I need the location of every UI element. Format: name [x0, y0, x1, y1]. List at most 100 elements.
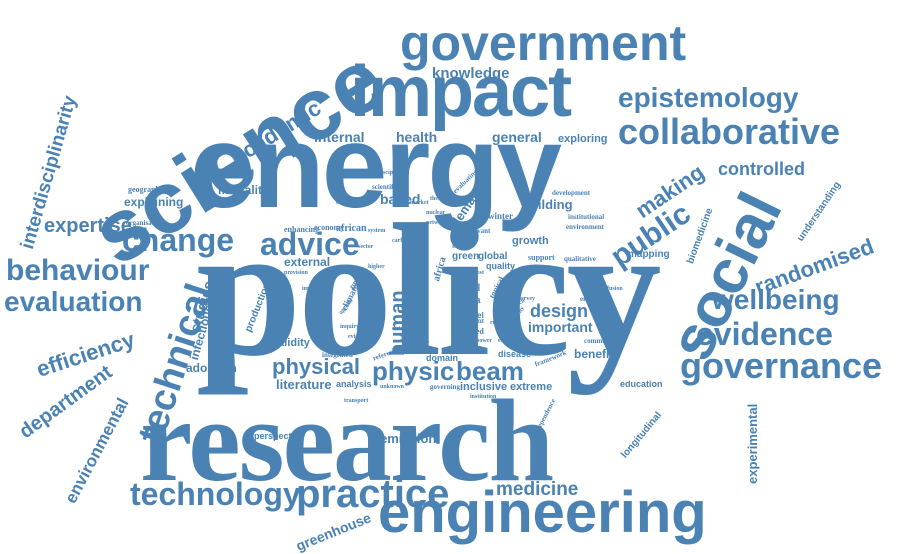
- word-environmental: environmental: [61, 394, 133, 507]
- word-policy: policy: [196, 186, 662, 396]
- word-disease: disease: [498, 349, 532, 359]
- word-relevant: relevant: [466, 227, 491, 235]
- word-outcome: outcome: [392, 326, 414, 332]
- word-building: building: [522, 197, 573, 212]
- word-energy: energy: [190, 101, 562, 233]
- word-theory: theory: [430, 196, 447, 202]
- word-controlled: controlled: [718, 159, 806, 179]
- word-explaining: explaining: [124, 195, 184, 209]
- word-organisation: organisation: [126, 219, 164, 227]
- word-collaborative: collaborative: [618, 111, 841, 152]
- word-geographical: geographical: [128, 185, 172, 194]
- word-cost: cost: [474, 270, 484, 276]
- word-important: important: [528, 319, 593, 335]
- word-physic: physic: [372, 356, 455, 386]
- word-energy-small: energy: [412, 340, 430, 346]
- word-perspective: perspective: [254, 431, 305, 441]
- word-engineering: engineering: [378, 480, 707, 545]
- word-nuclear: nuclear: [426, 210, 446, 216]
- word-scientific: scientific: [372, 183, 399, 191]
- word-expertise: expertise: [44, 215, 132, 237]
- word-provision: provision: [284, 270, 308, 276]
- word-epistemology: epistemology: [618, 82, 799, 113]
- word-technology: technology: [130, 476, 301, 512]
- word-related: related: [460, 327, 484, 336]
- word-governing: governing: [430, 383, 460, 391]
- word-knowledge: knowledge: [432, 65, 510, 82]
- word-emission: emission: [380, 431, 437, 446]
- word-advice: advice: [260, 226, 360, 262]
- word-beam: beam: [456, 356, 524, 386]
- word-emphasis: emphasis: [580, 295, 608, 303]
- word-development: development: [552, 189, 591, 197]
- word-external: external: [284, 255, 331, 269]
- word-low: low: [456, 270, 465, 276]
- word-green: green: [452, 251, 480, 262]
- word-based: based: [380, 191, 421, 207]
- word-system: system: [368, 228, 386, 234]
- word-discipline: discipline: [378, 170, 403, 176]
- word-level: level: [466, 311, 484, 320]
- word-evidence: evidence: [696, 316, 833, 352]
- word-analysis: analysis: [336, 379, 372, 389]
- word-practice: practice: [296, 472, 450, 516]
- word-experimental: experimental: [745, 403, 760, 484]
- word-survey: survey: [518, 296, 535, 302]
- word-exploring: exploring: [558, 133, 608, 145]
- word-higher: higher: [368, 264, 385, 270]
- word-inquiry: inquiry: [340, 324, 360, 330]
- word-council: council: [336, 200, 355, 206]
- word-explain: explain: [498, 338, 517, 344]
- word-mortality: mortality: [218, 183, 269, 197]
- word-mapping: mapping: [628, 249, 670, 260]
- word-medicine: medicine: [496, 479, 579, 500]
- word-quality: quality: [486, 261, 516, 271]
- word-growth: growth: [512, 235, 549, 247]
- word-sector: sector: [358, 244, 374, 250]
- word-government: government: [400, 15, 687, 71]
- word-health: health: [396, 129, 438, 145]
- word-change: change: [122, 222, 235, 258]
- word-enhancing: enhancing: [284, 225, 320, 234]
- word-design: design: [530, 301, 589, 321]
- word-environment: environment: [566, 223, 604, 231]
- word-internal: internal: [314, 129, 365, 145]
- word-institutional: institutional: [568, 213, 605, 221]
- word-economy: economy: [314, 223, 345, 232]
- word-benefit: benefit: [574, 347, 614, 361]
- word-data: data: [462, 295, 481, 305]
- word-transport: transport: [344, 398, 369, 404]
- word-rural: rural: [490, 320, 504, 326]
- word-longitudinal: longitudinal: [619, 409, 665, 461]
- word-african: african: [336, 223, 367, 234]
- word-trial: trial: [462, 283, 481, 294]
- word-winter: winter: [488, 211, 513, 221]
- word-integrated: integrated: [322, 351, 353, 359]
- word-wellbeing: wellbeing: [712, 284, 840, 315]
- word-giga: giga: [452, 239, 467, 248]
- word-general: general: [492, 129, 542, 145]
- word-research: research: [140, 375, 554, 506]
- word-impact: impact: [350, 52, 572, 132]
- word-qualitative: qualitative: [564, 255, 596, 263]
- word-unknown: unknown: [380, 384, 405, 390]
- word-institution: institution: [470, 394, 497, 400]
- word-support: support: [528, 253, 555, 262]
- word-adoption: adoption: [186, 361, 237, 375]
- word-evidence-small: evidence: [348, 334, 370, 340]
- word-validity: validity: [272, 337, 310, 349]
- word-physical: physical: [272, 354, 361, 379]
- word-inclusive: inclusive: [460, 381, 508, 393]
- word-impact-small: impact: [302, 286, 320, 292]
- word-global: global: [478, 251, 508, 262]
- word-power: power: [476, 338, 492, 344]
- word-carbon: carbon: [392, 238, 410, 244]
- word-governance: governance: [680, 345, 883, 386]
- word-domain: domain: [426, 353, 459, 363]
- word-education: education: [620, 379, 663, 389]
- word-evaluation: evaluation: [4, 286, 143, 317]
- word-market: market: [410, 200, 429, 206]
- word-network: network: [426, 220, 448, 226]
- word-event: event: [468, 317, 484, 325]
